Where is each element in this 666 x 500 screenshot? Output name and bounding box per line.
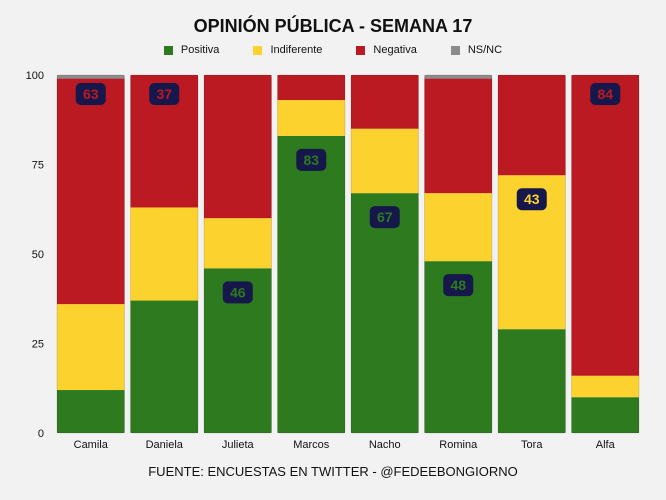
legend-label-negativa: Negativa: [373, 44, 417, 56]
bar-outline: [56, 74, 125, 434]
value-badge: [590, 83, 621, 105]
bar-outline: [497, 74, 566, 434]
bar-segment: [204, 75, 272, 219]
bar-segment: [130, 207, 198, 301]
chart-title: OPINIÓN PÚBLICA - SEMANA 17: [193, 16, 473, 36]
value-badge: [222, 281, 253, 304]
bar-segment: [351, 128, 419, 194]
value-badge-label: 46: [230, 284, 246, 300]
value-badge-label: 83: [303, 152, 319, 168]
bar-segment: [277, 75, 345, 101]
legend-item-positiva: Positiva: [163, 44, 220, 56]
x-tick-label: Romina: [439, 439, 478, 451]
value-badge-label: 67: [377, 209, 393, 225]
value-badge-label: 37: [156, 86, 172, 102]
y-tick-label: 75: [32, 160, 44, 172]
x-tick-label: Daniela: [146, 439, 184, 451]
bar-outline: [203, 74, 272, 434]
bar-segment: [351, 193, 419, 433]
value-badge: [149, 83, 180, 105]
bar-outline: [277, 74, 346, 434]
y-tick-label: 0: [38, 428, 44, 440]
value-badge: [296, 148, 327, 171]
chart-legend: Positiva Indiferente Negativa NS/NC: [0, 44, 666, 56]
bar-segment: [571, 375, 639, 398]
legend-swatch-nsnc: [450, 45, 460, 55]
y-tick-label: 50: [32, 249, 44, 261]
value-badge: [443, 274, 474, 297]
x-tick-label: Julieta: [222, 439, 255, 451]
bar-segment: [277, 100, 345, 136]
legend-swatch-positiva: [163, 45, 173, 55]
x-tick-label: Camila: [74, 439, 109, 451]
value-badge: [369, 206, 400, 229]
bar-segment: [57, 390, 125, 433]
legend-item-negativa: Negativa: [356, 44, 417, 56]
bar-segment: [424, 75, 492, 79]
bar-segment: [498, 329, 566, 433]
bar-segment: [57, 304, 125, 391]
x-tick-label: Marcos: [293, 439, 330, 451]
bar-segment: [204, 218, 272, 269]
chart-source: FUENTE: ENCUESTAS EN TWITTER - @FEDEEBON…: [148, 464, 518, 479]
value-badge: [75, 83, 106, 105]
bar-outline: [350, 74, 419, 434]
x-tick-label: Alfa: [596, 439, 616, 451]
bar-segment: [130, 300, 198, 433]
bar-segment: [351, 75, 419, 129]
bar-segment: [571, 75, 639, 376]
value-badge: [516, 188, 547, 211]
legend-label-nsnc: NS/NC: [467, 44, 503, 56]
value-badge-label: 48: [450, 277, 466, 293]
bar-segment: [498, 75, 566, 176]
bar-outline: [424, 74, 493, 434]
bar-segment: [424, 78, 492, 194]
value-badge-label: 43: [524, 191, 540, 207]
legend-label-positiva: Positiva: [180, 44, 220, 56]
x-tick-label: Nacho: [369, 439, 401, 451]
legend-label-indiferente: Indiferente: [270, 44, 323, 56]
x-tick-label: Tora: [521, 439, 543, 451]
bar-segment: [277, 135, 345, 434]
bar-outline: [571, 74, 640, 434]
legend-item-nsnc: NS/NC: [450, 44, 503, 56]
value-badge-label: 84: [597, 86, 613, 102]
bar-outline: [130, 74, 199, 434]
bar-segment: [424, 193, 492, 262]
legend-swatch-negativa: [356, 45, 366, 55]
bar-segment: [57, 75, 125, 79]
y-tick-label: 25: [32, 339, 44, 351]
bar-segment: [571, 397, 639, 433]
legend-swatch-indiferente: [253, 45, 263, 55]
legend-item-indiferente: Indiferente: [253, 44, 322, 56]
bar-segment: [57, 78, 125, 305]
value-badge-label: 63: [83, 86, 99, 102]
y-tick-label: 100: [26, 70, 44, 82]
